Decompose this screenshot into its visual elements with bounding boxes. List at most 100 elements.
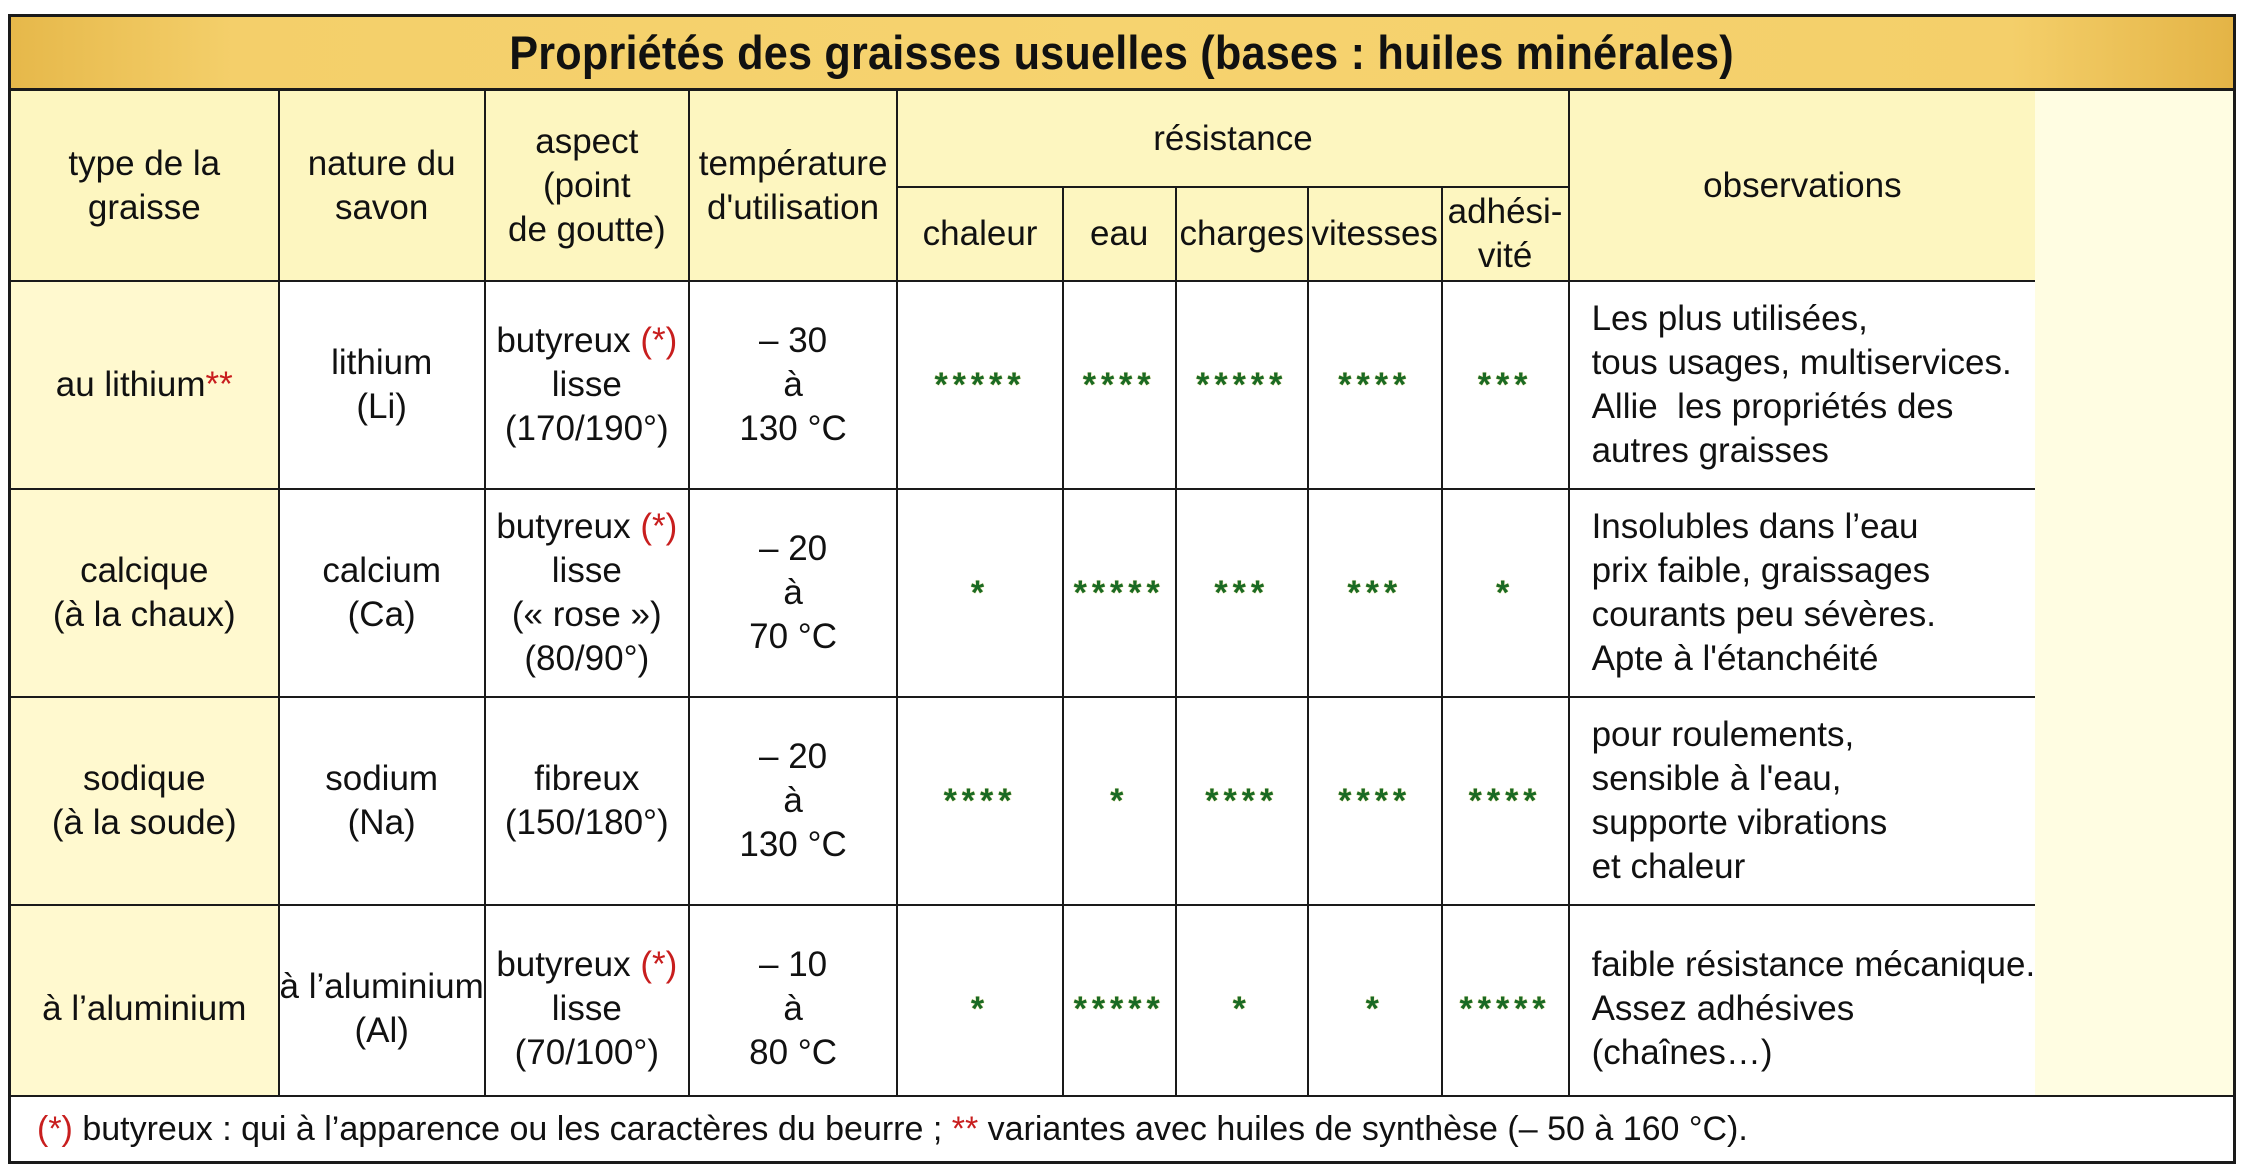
synthetic-variant-mark: **: [205, 365, 233, 404]
water-rating-stars: *****: [1073, 990, 1165, 1028]
observation-line: courants peu sévères.: [1591, 595, 1936, 634]
heat-rating-stars: *: [970, 990, 990, 1028]
header-soap-nature-line: nature du: [307, 143, 456, 183]
soap-nature-line: (Ca): [347, 595, 416, 634]
speeds-rating-stars: ***: [1347, 574, 1403, 612]
aspect-cell: fibreux (150/180°): [483, 696, 690, 906]
observation-line: Allie les propriétés des: [1591, 387, 1954, 426]
water-rating-stars: *: [1110, 782, 1129, 820]
grease-type-line: (à la soude): [51, 803, 237, 842]
observation-line: faible résistance mécanique.: [1591, 945, 2036, 984]
water-rating-cell: *: [1061, 696, 1177, 906]
aspect-line: (170/190°): [486, 407, 688, 451]
temperature-cell: – 10 à 80 °C: [687, 904, 899, 1114]
header-soap-nature: nature du savon: [277, 91, 486, 282]
aspect-line: lisse: [486, 363, 688, 407]
soap-nature-line: sodium: [325, 759, 439, 798]
aspect-text: (80/90°): [524, 639, 650, 678]
header-type: type de la graisse: [11, 91, 280, 282]
soap-nature-line: (Na): [347, 803, 416, 842]
observation-line: prix faible, graissages: [1591, 551, 1931, 590]
temperature-cell: – 30 à 130 °C: [687, 280, 899, 490]
aspect-text: (« rose »): [511, 595, 662, 634]
header-speeds-line: vitesses: [1311, 214, 1438, 253]
temperature-line: à: [783, 365, 803, 404]
grease-type-line: à l’aluminium: [42, 989, 247, 1028]
butyreux-footnote-mark: (*): [640, 945, 678, 984]
temperature-line: 130 °C: [739, 825, 847, 864]
heat-rating-stars: *: [970, 574, 990, 612]
aspect-text: butyreux: [496, 321, 641, 360]
observation-line: tous usages, multiservices.: [1591, 343, 2012, 382]
observations-cell: Insolubles dans l’eau prix faible, graiss…: [1567, 488, 2036, 698]
observations-cell: Les plus utilisées, tous usages, multiser…: [1567, 280, 2036, 490]
temperature-line: à: [783, 781, 803, 820]
aspect-line: lisse: [486, 987, 688, 1031]
header-type-line: graisse: [87, 187, 201, 227]
temperature-line: 80 °C: [749, 1033, 838, 1072]
table-row: au lithium** lithium (Li) butyreux (*) lisse…: [11, 280, 2233, 490]
temperature-line: – 30: [759, 321, 828, 360]
header-adhesiveness-line: vité: [1477, 236, 1533, 275]
grease-properties-table: Propriétés des graisses usuelles (bases …: [8, 14, 2236, 1164]
water-rating-stars: ****: [1082, 366, 1156, 404]
footnote-mark-2: **: [951, 1109, 979, 1148]
soap-nature-cell: sodium (Na): [277, 696, 486, 906]
observation-line: et chaleur: [1591, 847, 1746, 886]
table-row: calcique (à la chaux) calcium (Ca) butyreux …: [11, 488, 2233, 698]
adhesiveness-rating-cell: *: [1440, 488, 1570, 698]
aspect-line: fibreux: [486, 757, 688, 801]
aspect-line: (80/90°): [486, 637, 688, 681]
temperature-cell: – 20 à 130 °C: [687, 696, 899, 906]
observation-line: (chaînes…): [1591, 1033, 1773, 1072]
footnote-text-2: variantes avec huiles de synthèse (– 50 …: [978, 1109, 1748, 1148]
aspect-text: fibreux: [534, 759, 640, 798]
speeds-rating-stars: ****: [1338, 782, 1412, 820]
aspect-text: (70/100°): [514, 1033, 659, 1072]
aspect-line: (« rose »): [486, 593, 688, 637]
heat-rating-cell: *: [896, 488, 1064, 698]
header-adhesiveness: adhési-vité: [1440, 186, 1569, 282]
loads-rating-cell: *****: [1174, 280, 1309, 490]
observation-line: pour roulements,: [1591, 715, 1855, 754]
properties-grid: type de la graisse nature du savon aspect (po…: [11, 91, 2233, 1114]
speeds-rating-cell: ****: [1306, 280, 1443, 490]
butyreux-footnote-mark: (*): [640, 507, 678, 546]
temperature-line: 70 °C: [749, 617, 838, 656]
aspect-line: (70/100°): [486, 1031, 688, 1075]
heat-rating-cell: ****: [896, 696, 1064, 906]
heat-rating-cell: *****: [896, 280, 1064, 490]
header-heat-line: chaleur: [922, 214, 1038, 253]
aspect-text: lisse: [551, 989, 622, 1028]
observation-line: Les plus utilisées,: [1591, 299, 1868, 338]
speeds-rating-cell: ***: [1306, 488, 1443, 698]
header-temperature-line: température: [698, 143, 888, 183]
footnote: (*) butyreux : qui à l’apparence ou les …: [11, 1095, 2233, 1161]
observation-line: Insolubles dans l’eau: [1591, 507, 1919, 546]
footnote-text-1: butyreux : qui à l’apparence ou les cara…: [72, 1109, 952, 1148]
aspect-text: (170/190°): [504, 409, 669, 448]
header-type-line: type de la: [68, 143, 221, 183]
header-adhesiveness-line: adhési-: [1447, 192, 1563, 231]
observation-line: Assez adhésives: [1591, 989, 1855, 1028]
soap-nature-cell: lithium (Li): [277, 280, 486, 490]
loads-rating-cell: ****: [1174, 696, 1309, 906]
butyreux-footnote-mark: (*): [640, 321, 678, 360]
header-speeds: vitesses: [1306, 186, 1443, 282]
aspect-cell: butyreux (*) lisse (70/100°): [483, 904, 690, 1114]
speeds-rating-cell: *: [1306, 904, 1443, 1114]
aspect-text: lisse: [551, 365, 622, 404]
table-row: sodique (à la soude) sodium (Na) fibreux (150…: [11, 696, 2233, 906]
water-rating-cell: *****: [1061, 488, 1177, 698]
aspect-text: (150/180°): [504, 803, 669, 842]
temperature-line: 130 °C: [739, 409, 847, 448]
loads-rating-cell: *: [1174, 904, 1309, 1114]
soap-nature-line: lithium: [331, 343, 433, 382]
aspect-line: butyreux (*): [486, 943, 688, 987]
header-loads: charges: [1174, 186, 1309, 282]
grease-type-line: sodique: [82, 759, 206, 798]
temperature-cell: – 20 à 70 °C: [687, 488, 899, 698]
aspect-cell: butyreux (*) lisse (« rose ») (80/90°): [483, 488, 690, 698]
aspect-line: (150/180°): [486, 801, 688, 845]
grease-type-cell: à l’aluminium: [11, 904, 280, 1114]
